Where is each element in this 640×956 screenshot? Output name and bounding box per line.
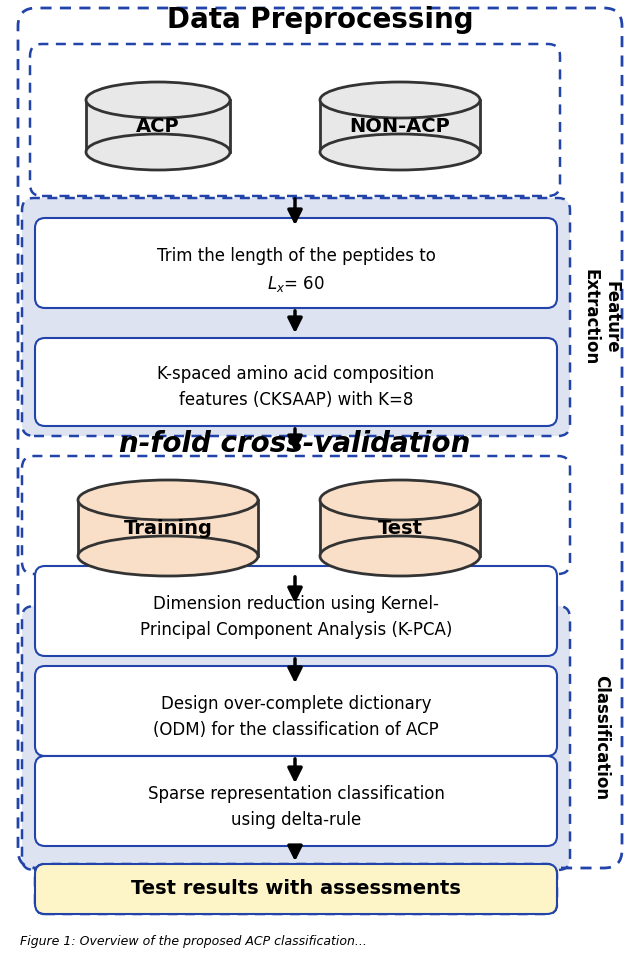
Polygon shape [78,500,258,556]
Text: Data Preprocessing: Data Preprocessing [166,6,474,34]
Text: Test results with assessments: Test results with assessments [131,880,461,899]
Text: Classification: Classification [592,676,610,800]
Text: NON-ACP: NON-ACP [349,117,451,136]
Text: Dimension reduction using Kernel-: Dimension reduction using Kernel- [153,595,439,613]
FancyBboxPatch shape [35,864,557,914]
Text: Design over-complete dictionary: Design over-complete dictionary [161,695,431,713]
Text: K-spaced amino acid composition: K-spaced amino acid composition [157,365,435,383]
FancyBboxPatch shape [22,198,570,436]
Ellipse shape [320,134,480,170]
Polygon shape [86,100,230,152]
Text: Figure 1: Overview of the proposed ACP classification...: Figure 1: Overview of the proposed ACP c… [20,935,367,947]
Text: Trim the length of the peptides to: Trim the length of the peptides to [157,247,435,265]
Text: Feature
Extraction: Feature Extraction [582,269,620,365]
FancyBboxPatch shape [22,606,570,870]
Text: n-fold cross-validation: n-fold cross-validation [119,430,470,458]
FancyBboxPatch shape [35,566,557,656]
Text: using delta-rule: using delta-rule [231,811,361,829]
Text: (ODM) for the classification of ACP: (ODM) for the classification of ACP [153,721,439,739]
Text: Sparse representation classification: Sparse representation classification [148,785,444,803]
Ellipse shape [78,480,258,520]
Polygon shape [320,500,480,556]
Text: Principal Component Analysis (K-PCA): Principal Component Analysis (K-PCA) [140,621,452,639]
Text: $L_x$= 60: $L_x$= 60 [267,274,325,294]
Ellipse shape [320,536,480,576]
Ellipse shape [320,82,480,118]
Ellipse shape [78,536,258,576]
Ellipse shape [86,134,230,170]
Text: Training: Training [124,518,212,537]
Text: Test: Test [378,518,422,537]
FancyBboxPatch shape [35,218,557,308]
FancyBboxPatch shape [35,338,557,426]
Polygon shape [320,100,480,152]
FancyBboxPatch shape [35,756,557,846]
Ellipse shape [86,82,230,118]
Ellipse shape [320,480,480,520]
Text: ACP: ACP [136,117,180,136]
Text: features (CKSAAP) with K=8: features (CKSAAP) with K=8 [179,391,413,409]
FancyBboxPatch shape [35,666,557,756]
